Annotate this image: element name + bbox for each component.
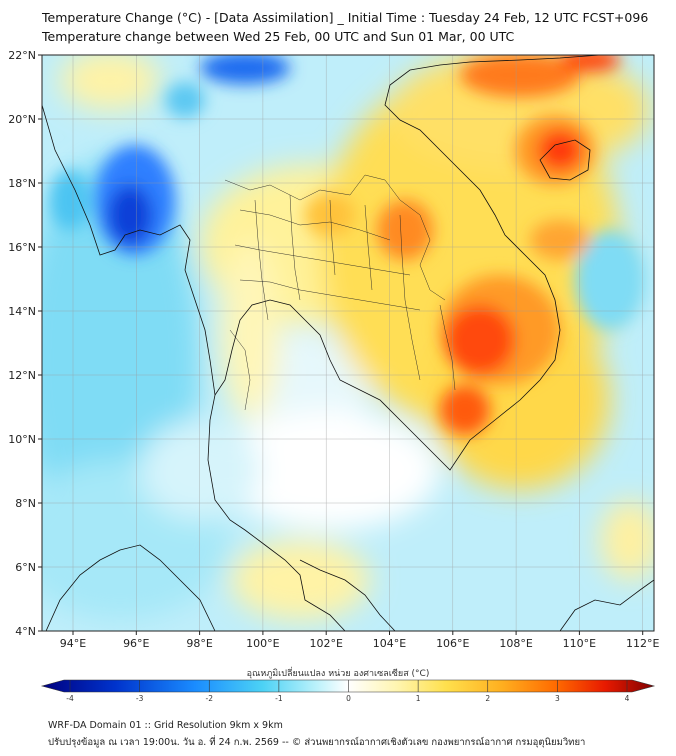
colorbar-tick-label: -3 xyxy=(136,694,144,703)
colorbar-tick-label: 4 xyxy=(625,694,630,703)
lat-tick-label: 12°N xyxy=(8,369,36,382)
lon-tick-label: 108°E xyxy=(499,637,532,650)
colorbar-tick-label: 0 xyxy=(346,694,351,703)
map-title-line1: Temperature Change (°C) - [Data Assimila… xyxy=(42,10,649,25)
latitude-axis: 22°N 20°N 18°N 16°N 14°N 12°N 10°N 8°N 6°N 4°N xyxy=(8,49,42,638)
lat-tick-label: 18°N xyxy=(8,177,36,190)
colorbar-ticks: -4 -3 -2 -1 0 1 2 3 4 xyxy=(66,680,630,703)
colorbar-bar xyxy=(40,679,656,693)
map-frame xyxy=(41,54,655,632)
map-title-line2: Temperature change between Wed 25 Feb, 0… xyxy=(42,29,515,44)
province-borders xyxy=(224,174,456,411)
lon-tick-label: 98°E xyxy=(186,637,212,650)
lat-tick-label: 14°N xyxy=(8,305,36,318)
temperature-field xyxy=(42,55,654,631)
footer-line1: WRF-DA Domain 01 :: Grid Resolution 9km … xyxy=(48,720,283,731)
lon-tick-label: 112°E xyxy=(626,637,659,650)
lat-tick-label: 8°N xyxy=(15,497,36,510)
lon-tick-label: 106°E xyxy=(436,637,469,650)
colorbar-tick-label: -2 xyxy=(206,694,214,703)
lon-tick-label: 102°E xyxy=(309,637,342,650)
lon-tick-label: 104°E xyxy=(373,637,406,650)
lon-tick-label: 110°E xyxy=(563,637,596,650)
footer-line2: ปรับปรุงข้อมูล ณ เวลา 19:00น. วัน อ. ที่… xyxy=(48,737,586,748)
lon-tick-label: 100°E xyxy=(246,637,279,650)
lon-tick-label: 96°E xyxy=(123,637,149,650)
colorbar-tick-label: -1 xyxy=(275,694,283,703)
grid-lines xyxy=(42,55,654,631)
lat-tick-label: 6°N xyxy=(15,561,36,574)
colorbar-tick-label: 1 xyxy=(416,694,421,703)
colorbar: -4 -3 -2 -1 0 1 2 3 4 xyxy=(40,679,656,703)
longitude-axis: 94°E 96°E 98°E 100°E 102°E 104°E 106°E 108°E 110… xyxy=(60,631,659,650)
colorbar-title: อุณหภูมิเปลี่ยนแปลง หน่วย องศาเซลเซียส (… xyxy=(246,669,430,679)
colorbar-tick-label: 3 xyxy=(555,694,560,703)
colorbar-tick-label: 2 xyxy=(485,694,490,703)
coastlines xyxy=(42,55,654,631)
lat-tick-label: 4°N xyxy=(15,625,36,638)
lat-tick-label: 22°N xyxy=(8,49,36,62)
lat-tick-label: 20°N xyxy=(8,113,36,126)
colorbar-tick-label: -4 xyxy=(66,694,74,703)
lat-tick-label: 10°N xyxy=(8,433,36,446)
lon-tick-label: 94°E xyxy=(60,637,86,650)
lat-tick-label: 16°N xyxy=(8,241,36,254)
